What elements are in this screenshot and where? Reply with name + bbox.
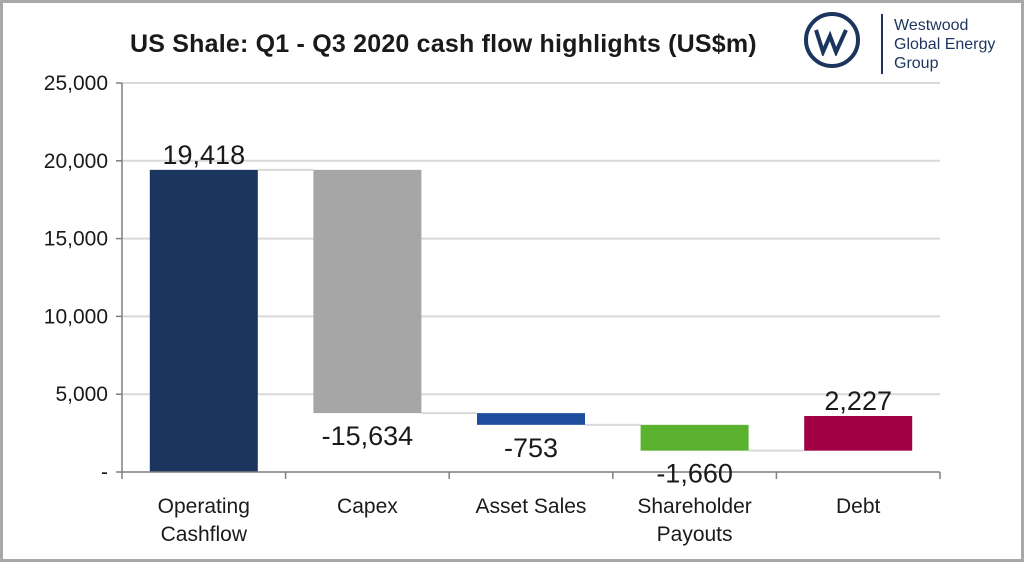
bar-1	[149, 169, 258, 472]
data-label-1: 19,418	[163, 140, 246, 170]
data-label-5: 2,227	[824, 386, 892, 416]
x-category-label: Shareholder	[637, 495, 751, 518]
x-category-label: Asset Sales	[476, 495, 587, 518]
y-tick-label: 20,000	[44, 150, 108, 173]
bar-4	[640, 424, 749, 451]
logo-line-1: Westwood	[894, 17, 969, 34]
x-category-label: Operating	[158, 495, 250, 518]
data-label-2: -15,634	[322, 421, 414, 451]
y-tick-label: 5,000	[55, 383, 108, 406]
x-category-label: Payouts	[657, 523, 733, 546]
logo-divider	[881, 14, 883, 74]
logo-line-2: Global Energy	[894, 36, 996, 53]
logo-wordmark: Westwood Global Energy Group	[894, 16, 1024, 73]
bar-3	[477, 413, 585, 425]
x-category-label: Cashflow	[161, 523, 248, 546]
gridlines	[122, 82, 940, 396]
bar-2	[313, 169, 422, 414]
data-label-3: -753	[504, 433, 558, 463]
chart-title: US Shale: Q1 - Q3 2020 cash flow highlig…	[130, 30, 757, 58]
y-tick-label: 25,000	[44, 72, 108, 95]
y-tick-label: -	[101, 461, 108, 484]
bars	[149, 169, 913, 472]
labels: 19,418 -15,634 -753 -1,660 2,227	[163, 140, 892, 489]
y-tick-label: 10,000	[44, 305, 108, 328]
logo-line-3: Group	[894, 55, 939, 72]
bar-5	[804, 416, 913, 451]
axes: - 5,000 10,000 15,000 20,000 25,000 Operating C…	[44, 72, 941, 546]
x-category-label: Capex	[337, 495, 398, 518]
westwood-logo-icon	[804, 12, 860, 68]
connectors	[257, 168, 805, 452]
y-tick-label: 15,000	[44, 228, 108, 251]
x-category-label: Debt	[836, 495, 881, 518]
data-label-4: -1,660	[656, 459, 733, 489]
